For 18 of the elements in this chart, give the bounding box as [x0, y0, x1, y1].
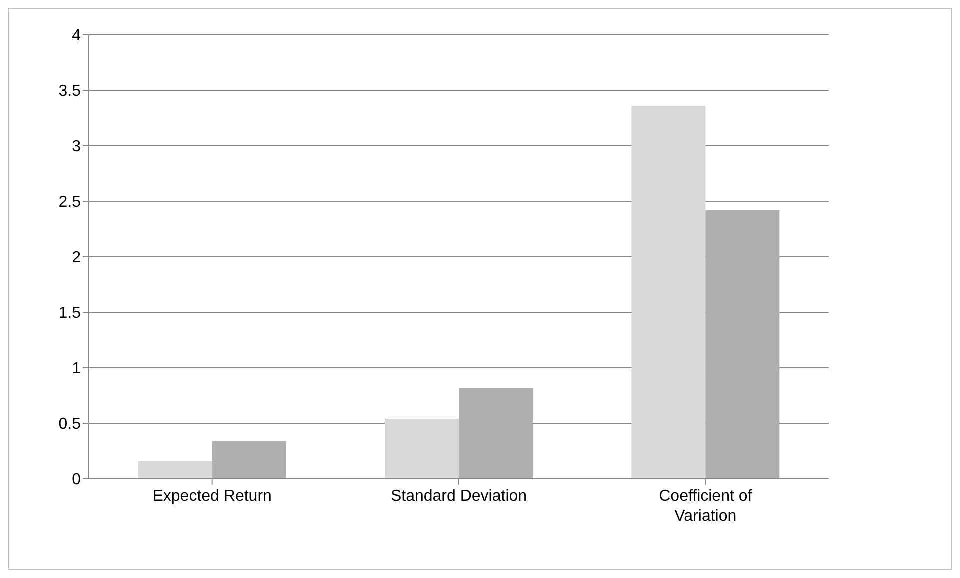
bar	[212, 441, 286, 479]
x-tick-label: Standard Deviation	[390, 488, 528, 505]
bar	[632, 106, 706, 479]
y-tick-label: 1.5	[58, 305, 82, 322]
y-tick-label: 0.5	[58, 416, 82, 434]
bar	[138, 461, 212, 479]
bar	[385, 419, 459, 479]
y-tick-label: 2	[72, 250, 82, 267]
y-tick-label: 1	[72, 360, 82, 378]
bar	[706, 210, 780, 479]
bar	[459, 388, 533, 479]
y-tick-label: 4	[72, 28, 82, 45]
x-tick-label: Expected Return	[152, 488, 272, 505]
y-tick-label: 0	[72, 472, 82, 489]
y-tick-label: 2.5	[58, 194, 82, 212]
x-tick-label: Coefficient of Variation	[659, 488, 753, 525]
y-tick-label: 3.5	[58, 83, 82, 100]
y-tick-label: 3	[72, 138, 82, 156]
